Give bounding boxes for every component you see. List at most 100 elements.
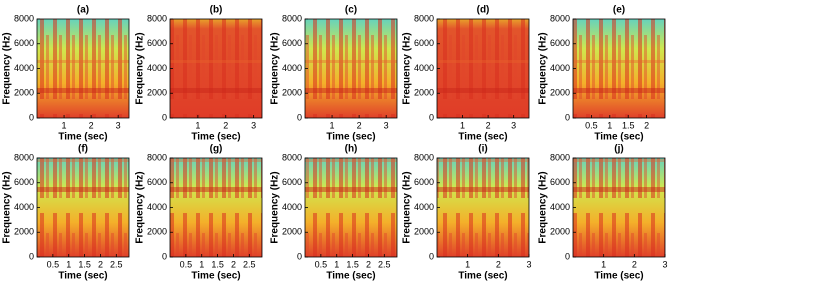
y-tick-label: 6000 [282, 38, 302, 48]
x-tick-label: 1 [195, 120, 200, 130]
x-tick-label: 1 [62, 120, 67, 130]
y-tick-label: 2000 [147, 227, 167, 237]
y-tick-label: 6000 [414, 38, 434, 48]
y-axis-label: Frequency (Hz) [2, 32, 13, 104]
y-tick-label: 8000 [14, 152, 34, 162]
y-tick-label: 4000 [282, 63, 302, 73]
x-axis-label: Time (sec) [58, 271, 107, 282]
x-tick-label: 2 [89, 120, 94, 130]
y-tick-label: 2000 [550, 88, 570, 98]
x-tick-label: 2 [632, 259, 637, 269]
x-tick-label: 1 [607, 120, 612, 130]
spectrogram-texture [170, 19, 262, 118]
y-tick-label: 0 [429, 112, 434, 122]
y-tick-label: 6000 [14, 38, 34, 48]
spectrogram-texture [573, 19, 665, 118]
x-axis-label: Time (sec) [326, 132, 375, 143]
y-tick-label: 0 [162, 251, 167, 261]
x-tick-label: 2 [357, 120, 362, 130]
y-axis-label: Frequency (Hz) [402, 32, 413, 104]
spectrogram-texture [170, 158, 262, 257]
x-tick-label: 0.5 [180, 259, 193, 269]
x-tick-label: 2.5 [110, 259, 123, 269]
x-axis-label: Time (sec) [191, 132, 240, 143]
x-tick-label: 1 [330, 120, 335, 130]
y-tick-label: 4000 [550, 202, 570, 212]
x-tick-label: 2 [366, 259, 371, 269]
y-axis-label: Frequency (Hz) [270, 32, 281, 104]
spectrogram-texture [37, 19, 129, 118]
x-axis-label: Time (sec) [458, 271, 507, 282]
y-tick-label: 2000 [14, 227, 34, 237]
panel-title: (d) [477, 5, 490, 16]
x-tick-label: 1 [460, 120, 465, 130]
spectrogram-texture [437, 158, 529, 257]
x-tick-label: 3 [116, 120, 121, 130]
y-tick-label: 2000 [282, 227, 302, 237]
y-tick-label: 8000 [282, 13, 302, 23]
y-tick-label: 8000 [550, 13, 570, 23]
y-tick-label: 4000 [147, 202, 167, 212]
panel-title: (e) [613, 5, 625, 16]
y-tick-label: 4000 [414, 63, 434, 73]
x-tick-label: 1.5 [78, 259, 91, 269]
x-axis-label: Time (sec) [458, 132, 507, 143]
y-tick-label: 0 [162, 112, 167, 122]
y-tick-label: 6000 [147, 38, 167, 48]
y-tick-label: 0 [297, 251, 302, 261]
y-tick-label: 4000 [14, 63, 34, 73]
x-tick-label: 1 [66, 259, 71, 269]
y-tick-label: 4000 [550, 63, 570, 73]
x-tick-label: 1 [334, 259, 339, 269]
y-tick-label: 6000 [282, 177, 302, 187]
panel-title: (h) [345, 144, 358, 155]
y-axis-label: Frequency (Hz) [135, 32, 146, 104]
x-tick-label: 2 [496, 259, 501, 269]
spectrogram-texture [37, 158, 129, 257]
panel-title: (c) [345, 5, 357, 16]
x-tick-label: 3 [251, 120, 256, 130]
y-axis-label: Frequency (Hz) [402, 171, 413, 243]
y-tick-label: 0 [565, 112, 570, 122]
x-tick-label: 2 [223, 120, 228, 130]
x-tick-label: 2.5 [378, 259, 391, 269]
spectrogram-texture [305, 19, 397, 118]
y-tick-label: 8000 [282, 152, 302, 162]
spectrogram-texture [573, 158, 665, 257]
x-tick-label: 2 [486, 120, 491, 130]
y-tick-label: 8000 [414, 152, 434, 162]
x-axis-label: Time (sec) [594, 132, 643, 143]
x-tick-label: 0.5 [585, 120, 598, 130]
x-tick-label: 1 [199, 259, 204, 269]
y-tick-label: 4000 [282, 202, 302, 212]
x-axis-label: Time (sec) [594, 271, 643, 282]
x-tick-label: 0.5 [315, 259, 328, 269]
y-axis-label: Frequency (Hz) [538, 171, 549, 243]
y-tick-label: 2000 [414, 227, 434, 237]
x-tick-label: 3 [526, 259, 531, 269]
x-tick-label: 1 [465, 259, 470, 269]
y-tick-label: 6000 [550, 38, 570, 48]
panel-title: (i) [478, 144, 487, 155]
y-tick-label: 2000 [282, 88, 302, 98]
x-tick-label: 2 [98, 259, 103, 269]
x-tick-label: 1.5 [211, 259, 224, 269]
panel-title: (j) [614, 144, 623, 155]
y-tick-label: 6000 [14, 177, 34, 187]
y-tick-label: 4000 [414, 202, 434, 212]
x-tick-label: 0.5 [47, 259, 60, 269]
y-tick-label: 4000 [14, 202, 34, 212]
y-tick-label: 0 [29, 251, 34, 261]
x-tick-label: 2 [644, 120, 649, 130]
y-tick-label: 8000 [550, 152, 570, 162]
y-tick-label: 2000 [414, 88, 434, 98]
y-tick-label: 2000 [147, 88, 167, 98]
y-tick-label: 8000 [414, 13, 434, 23]
y-tick-label: 6000 [147, 177, 167, 187]
y-tick-label: 0 [29, 112, 34, 122]
x-tick-label: 1.5 [346, 259, 359, 269]
panel-title: (g) [210, 144, 223, 155]
y-tick-label: 8000 [14, 13, 34, 23]
